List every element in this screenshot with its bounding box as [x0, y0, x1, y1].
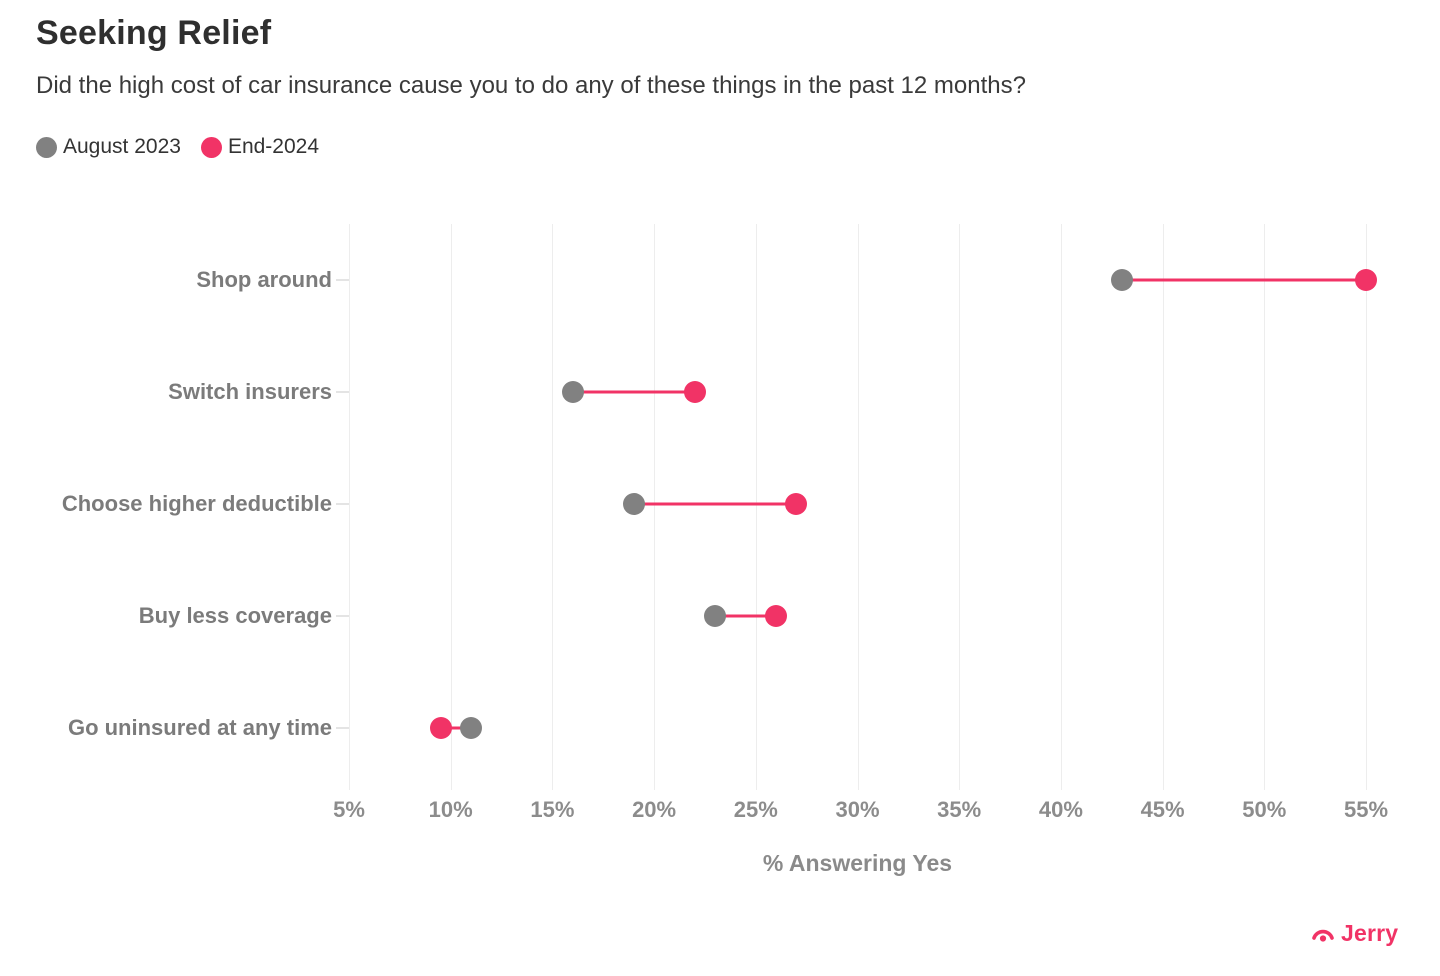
gridline-20%	[654, 224, 656, 790]
x-tick-label-10%: 10%	[428, 797, 473, 822]
data-point-end-2024	[429, 717, 452, 739]
data-point-august-2023	[622, 493, 645, 515]
legend-label-august-2023: August 2023	[63, 135, 181, 158]
x-tick-label-50%: 50%	[1242, 797, 1287, 822]
dumbbell-connector	[1121, 278, 1366, 282]
data-point-end-2024	[785, 493, 808, 515]
data-point-end-2024	[1355, 269, 1377, 291]
y-tick-mark	[336, 615, 349, 617]
legend-dot-end-2024	[200, 136, 222, 158]
y-tick-mark	[336, 503, 349, 505]
x-tick-label-40%: 40%	[1038, 797, 1083, 822]
chart-title: Seeking Relief	[36, 14, 272, 52]
gridline-50%	[1264, 224, 1266, 790]
category-label: Go uninsured at any time	[67, 715, 332, 740]
gridline-30%	[857, 224, 859, 790]
chart-subtitle: Did the high cost of car insurance cause…	[36, 72, 1026, 99]
dumbbell-connector	[572, 390, 695, 394]
gridline-15%	[552, 224, 554, 790]
gridline-25%	[755, 224, 757, 790]
legend-dot-august-2023	[36, 136, 57, 158]
data-point-august-2023	[460, 717, 483, 739]
gridline-55%	[1366, 224, 1367, 790]
legend-item-end-2024: End-2024	[200, 135, 320, 159]
x-tick-label-55%: 55%	[1343, 797, 1389, 822]
gridline-10%	[450, 224, 452, 790]
legend: August 2023 End-2024	[36, 135, 319, 159]
x-tick-label-20%: 20%	[632, 797, 677, 822]
data-point-end-2024	[765, 605, 788, 627]
data-point-august-2023	[704, 605, 727, 627]
dumbbell-connector	[715, 614, 777, 618]
x-tick-label-35%: 35%	[937, 797, 982, 822]
y-tick-mark	[336, 727, 349, 729]
category-label: Buy less coverage	[138, 603, 332, 628]
category-label: Shop around	[196, 267, 332, 292]
jerry-logo-text: Jerry	[1341, 920, 1399, 946]
jerry-logo-icon	[1312, 929, 1334, 942]
dumbbell-connector	[633, 502, 797, 506]
data-point-end-2024	[683, 381, 706, 403]
x-tick-label-5%: 5%	[333, 797, 365, 822]
gridline-45%	[1162, 224, 1164, 790]
x-tick-label-45%: 45%	[1140, 797, 1185, 822]
jerry-logo: Jerry	[1310, 920, 1398, 947]
x-tick-label-30%: 30%	[835, 797, 880, 822]
gridline-40%	[1060, 224, 1062, 790]
data-point-august-2023	[1110, 269, 1133, 291]
x-tick-label-25%: 25%	[733, 797, 778, 822]
plot-area	[349, 224, 1377, 790]
x-axis-label: % Answering Yes	[762, 850, 953, 876]
data-point-august-2023	[561, 381, 584, 403]
category-label: Choose higher deductible	[61, 491, 332, 516]
legend-label-end-2024: End-2024	[227, 135, 320, 158]
gridline-35%	[959, 224, 961, 790]
x-tick-label-15%: 15%	[530, 797, 575, 822]
category-label: Switch insurers	[168, 379, 332, 404]
y-tick-mark	[336, 391, 349, 393]
legend-item-august-2023: August 2023	[36, 135, 181, 159]
gridline-5%	[349, 224, 350, 790]
dumbbell-connector	[440, 726, 472, 730]
y-tick-mark	[336, 279, 349, 281]
